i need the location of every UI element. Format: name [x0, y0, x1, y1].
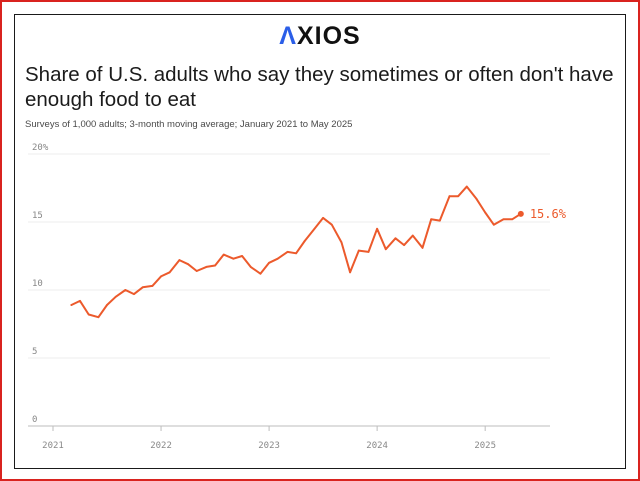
data-point	[349, 271, 352, 274]
end-point-marker	[517, 210, 524, 217]
data-point	[114, 295, 117, 298]
data-point	[241, 255, 243, 257]
data-point	[403, 244, 406, 247]
data-point	[394, 237, 397, 240]
data-point	[168, 271, 171, 274]
data-points	[70, 185, 524, 319]
x-tick-labels: 2021 2022 2023 2024 2025	[42, 426, 496, 451]
data-point	[330, 223, 333, 226]
data-point	[411, 234, 414, 237]
data-point	[187, 263, 189, 266]
data-point	[313, 227, 316, 230]
data-point	[384, 248, 387, 251]
data-point	[70, 304, 73, 306]
data-point	[205, 265, 208, 268]
data-point	[160, 275, 162, 278]
chart-subtitle: Surveys of 1,000 adults; 3-month moving …	[25, 119, 353, 130]
end-label-layer: 15.6%	[530, 207, 567, 221]
data-point	[511, 218, 514, 221]
data-point	[322, 217, 325, 219]
x-tick-label: 2025	[474, 441, 496, 451]
y-tick-labels: 0 5 10 15 20%	[32, 143, 49, 425]
axios-logo: ΛXIOS	[0, 22, 640, 51]
data-point	[295, 252, 297, 255]
data-point	[430, 218, 433, 221]
logo-text: XIOS	[296, 22, 361, 50]
data-point	[340, 241, 343, 244]
data-point	[106, 304, 108, 306]
data-point	[457, 195, 460, 198]
y-tick-label: 20%	[32, 143, 49, 153]
data-point	[502, 218, 505, 221]
data-point	[475, 197, 478, 200]
data-point	[151, 285, 154, 287]
end-value-label: 15.6%	[530, 207, 567, 221]
data-point	[214, 264, 216, 267]
x-tick-label: 2022	[150, 441, 172, 451]
data-point	[222, 253, 225, 256]
logo-accent: Λ	[279, 22, 297, 50]
x-tick-label: 2023	[258, 441, 280, 451]
data-point	[232, 257, 235, 260]
data-point	[133, 293, 135, 295]
data-point	[97, 316, 100, 319]
data-point	[124, 289, 127, 291]
data-point	[448, 195, 451, 198]
y-tick-label: 5	[32, 347, 37, 357]
x-tick-label: 2024	[366, 441, 388, 451]
data-point	[484, 211, 487, 214]
chart-title: Share of U.S. adults who say they someti…	[25, 63, 614, 111]
series-line	[70, 185, 522, 319]
data-point	[259, 272, 262, 275]
data-point	[268, 261, 270, 264]
data-point	[249, 265, 252, 268]
data-point	[492, 223, 495, 226]
chart-card	[14, 14, 626, 469]
data-point	[367, 251, 370, 253]
data-point	[421, 246, 424, 249]
data-point	[357, 249, 360, 252]
y-tick-label: 0	[32, 415, 37, 425]
data-point	[195, 270, 198, 272]
series-layer	[70, 185, 522, 319]
data-point	[178, 259, 181, 261]
x-tick-label: 2021	[42, 441, 64, 451]
data-point	[376, 227, 379, 230]
data-point	[87, 313, 90, 316]
data-point	[79, 299, 81, 302]
data-point	[438, 219, 441, 222]
data-point	[141, 286, 144, 289]
y-tick-label: 15	[32, 211, 43, 221]
data-point	[276, 257, 279, 260]
data-point	[465, 185, 468, 188]
gridlines	[28, 153, 550, 427]
y-tick-label: 10	[32, 279, 43, 289]
data-point	[286, 251, 289, 253]
data-point	[303, 240, 306, 242]
